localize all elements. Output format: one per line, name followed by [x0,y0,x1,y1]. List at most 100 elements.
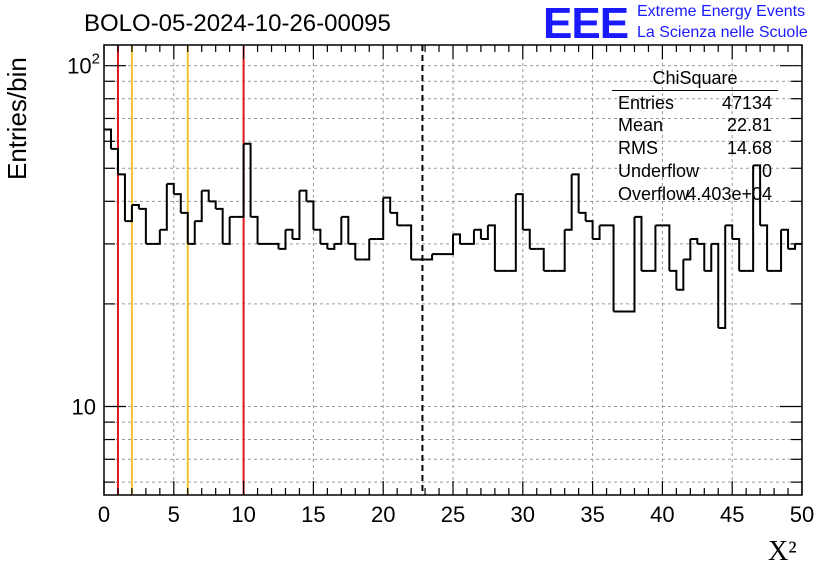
histogram-bin [159,183,168,231]
x-tick-label: 45 [720,502,744,527]
histogram-bin [124,205,133,223]
histogram-bin [480,225,489,241]
histogram-bin [606,224,615,312]
histogram-bin [334,216,343,245]
x-tick-label: 10 [231,502,255,527]
histogram-bin [236,143,245,218]
histogram-bin [320,242,329,249]
histogram-bin [194,190,203,223]
histogram-bin [453,233,461,244]
histogram-bin [690,238,699,244]
axis-ticks [103,45,803,495]
y-tick-label: 10 [72,395,96,420]
histogram-bin [760,224,769,271]
histogram-bin [446,234,454,256]
x-tick-label: 0 [98,502,110,527]
histogram-bin [725,224,734,240]
histogram-bin [578,211,587,222]
stats-value: 4.403e+04 [686,184,772,204]
histogram-bin [383,196,392,213]
histogram-bin [473,228,482,240]
histogram-bin [662,224,671,271]
reference-lines [116,45,424,495]
histogram-bin [404,224,413,260]
stats-box-rule [612,90,778,91]
histogram-bin [215,207,224,244]
histogram-bin [201,189,210,202]
histogram-bin [327,243,336,250]
stats-row-overflow: Overflow 4.403e+04 [618,184,772,206]
stats-label: Underflow [618,161,700,181]
logo-line-1: Extreme Energy Events [637,3,806,20]
stats-row-rms: RMS 14.68 [618,138,772,160]
histogram-bin [487,224,496,271]
stats-label: RMS [618,138,658,158]
histogram-bin [788,243,797,250]
stats-label: Entries [618,93,675,113]
histogram-bin [753,164,762,226]
y-axis-label: Entries/bin [2,57,32,180]
histogram-bin [564,174,573,231]
histogram-bin [208,200,217,209]
histogram-bin [592,225,601,241]
x-tick-label: 35 [580,502,604,527]
histogram-bin [669,269,678,290]
histogram-bin [774,229,783,272]
histogram-bin [781,228,790,249]
x-tick-label: 15 [301,502,325,527]
histogram-bin [425,254,434,261]
histogram-bin [718,225,727,329]
histogram-bin [536,247,545,271]
stats-value: 14.68 [726,138,772,158]
histogram-bin [271,242,280,249]
stats-value: 47134 [721,93,772,113]
histogram-bin [348,242,357,260]
histogram-bin [138,207,147,244]
tick-labels: 0 5 10 15 20 25 30 35 40 45 50 10 102 [67,51,814,527]
eee-logo: EEE [543,0,629,48]
histogram-bin [746,165,755,272]
histogram-bin [522,228,531,249]
x-tick-label: 25 [441,502,465,527]
histogram-bin [376,197,385,241]
histogram-bin [152,229,161,245]
stats-box-name: ChiSquare [652,68,738,88]
x-tick-label: 20 [371,502,395,527]
histogram-bin [313,228,322,244]
stats-value: 22.81 [726,115,772,135]
histogram-bin [131,204,140,209]
histogram-bin [634,215,643,271]
histogram-bin [166,182,175,195]
histogram-bin [466,229,475,245]
x-tick-label: 30 [511,502,535,527]
stats-value: 0 [761,161,772,181]
histogram-bin [306,200,315,230]
histogram-bin [704,243,713,272]
histogram-bin [390,211,399,226]
stats-box: ChiSquare Entries 47134 Mean 22.81 RMS 1… [612,68,778,208]
histogram-bin [508,194,517,272]
histogram-bin [732,238,741,271]
stats-label: Mean [618,115,664,135]
histogram-bin [292,190,301,241]
stats-row-mean: Mean 22.81 [618,115,772,137]
histogram-bin [299,189,308,202]
logo-line-2: La Scienza nelle Scuole [637,24,808,41]
histogram-bin [585,220,594,240]
histogram-bin [627,216,636,313]
y-tick-label: 102 [67,51,100,79]
stats-row-underflow: Underflow 0 [618,161,772,183]
histogram-bin [250,215,259,244]
histogram-bin [104,128,112,149]
x-tick-label: 50 [790,502,814,527]
stats-label: Overflow [618,184,690,204]
histogram-bin [711,242,720,328]
histogram-bin [243,142,252,217]
histogram-bin [117,173,126,222]
stats-row-entries: Entries 47134 [618,93,772,115]
histogram-bin [180,211,189,244]
chart-title: BOLO-05-2024-10-26-00095 [84,10,391,37]
histogram-bin [362,239,371,261]
histogram-bin [515,193,524,230]
